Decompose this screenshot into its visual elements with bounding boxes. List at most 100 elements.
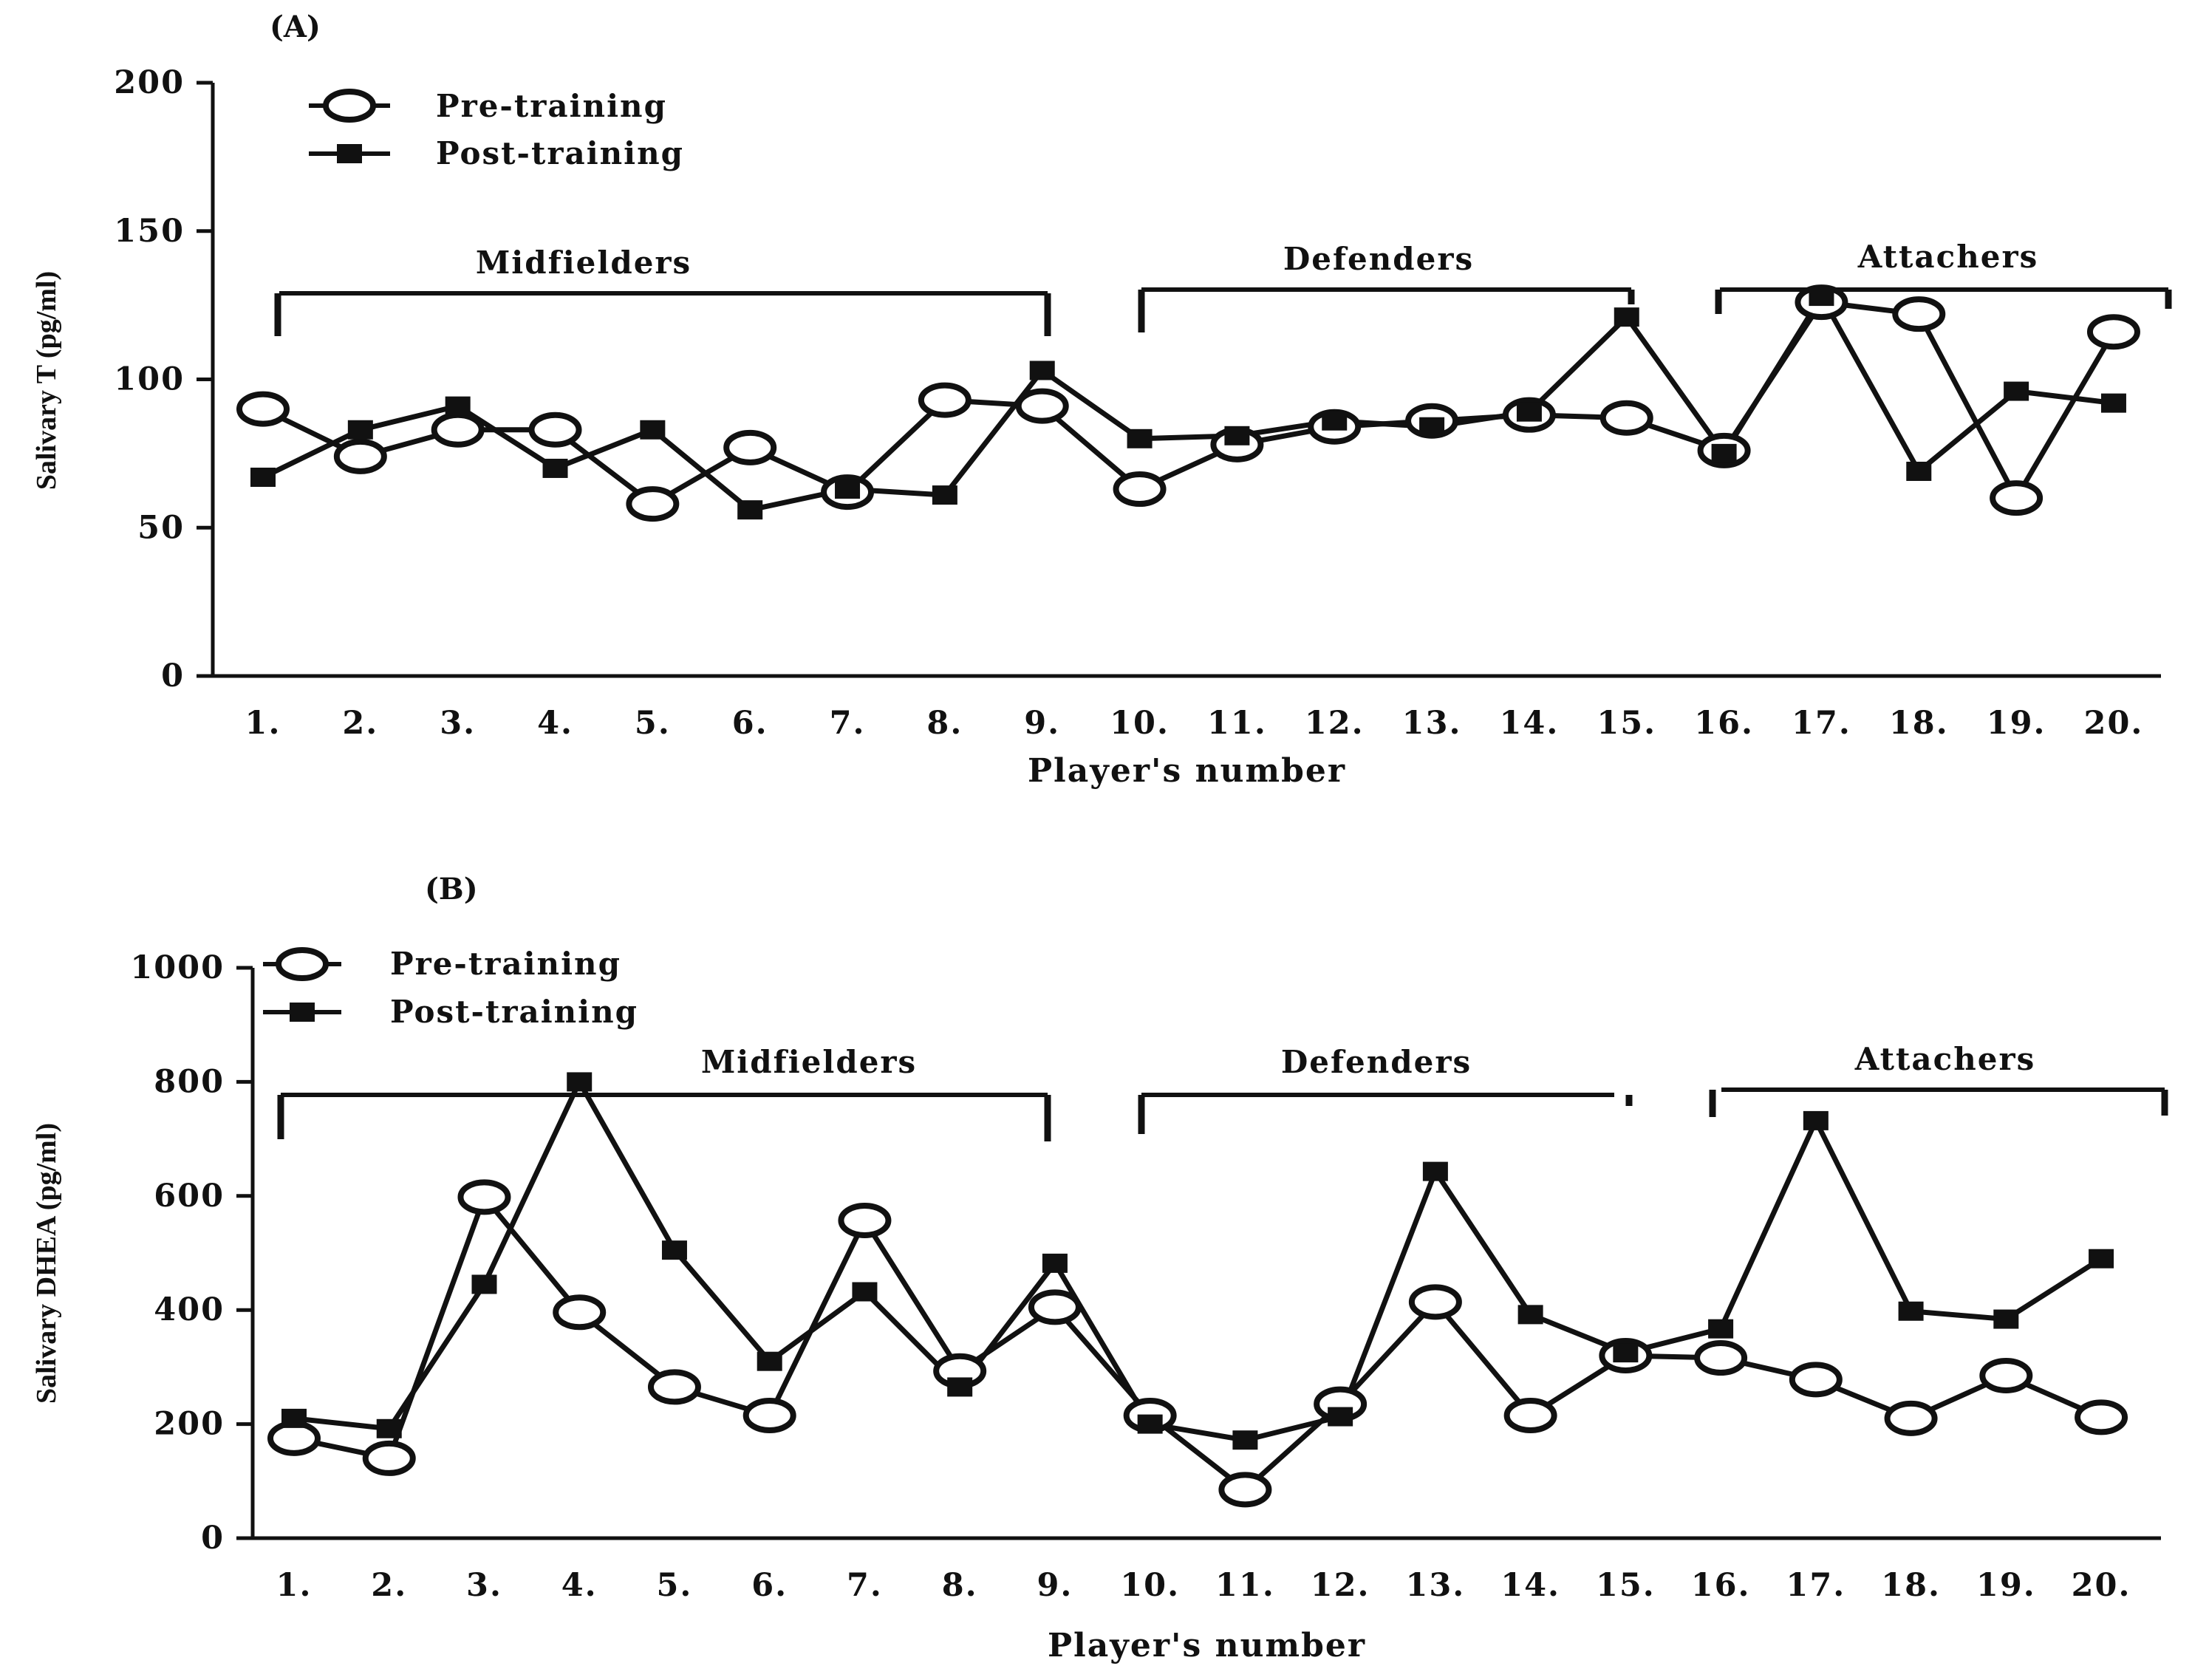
x-tick-label: 16.: [1694, 705, 1754, 742]
data-point-post-training: [852, 1282, 878, 1302]
x-tick-label: 7.: [830, 705, 866, 742]
series-line-pre-training: [262, 299, 2116, 507]
data-point-post-training: [1809, 287, 1834, 307]
x-tick-label: 18.: [1881, 1567, 1941, 1604]
series-line-pre-training: [293, 1194, 2103, 1492]
panel-label: (A): [270, 10, 321, 44]
data-point-post-training: [1422, 1161, 1448, 1181]
data-point-post-training: [1232, 1430, 1258, 1450]
data-point-post-training: [1224, 426, 1250, 445]
data-point-post-training: [661, 1240, 687, 1260]
x-tick-label: 9.: [1024, 705, 1060, 742]
chart-panel-a: (A) 0 50 100 150 200 1. 2. 3. 4. 5. 6. 7. 8. 9. 10. 11. 1…: [31, 10, 2172, 790]
y-axis-title: Salivary T (pg/ml): [31, 271, 62, 490]
x-tick-label: 4.: [537, 705, 573, 742]
y-tick-label: 0: [201, 1520, 225, 1557]
data-point-post-training: [2100, 393, 2126, 413]
x-tick-label: 16.: [1691, 1567, 1751, 1604]
series-line-post-training: [262, 293, 2114, 513]
data-point-post-training: [1419, 417, 1445, 437]
data-point-pre-training: [431, 412, 485, 448]
x-tick-label: 13.: [1405, 1567, 1465, 1604]
x-tick-label: 4.: [561, 1567, 598, 1604]
x-tick-label: 13.: [1402, 705, 1462, 742]
data-point-post-training: [835, 479, 861, 499]
data-point-post-training: [1613, 1343, 1639, 1363]
legend-marker-pre-training: [276, 947, 329, 981]
legend-label-post-training: Post-training: [436, 135, 684, 171]
data-point-pre-training: [918, 382, 972, 418]
data-point-pre-training: [1599, 400, 1653, 436]
data-point-post-training: [2004, 381, 2029, 401]
data-point-post-training: [757, 1351, 782, 1371]
data-point-pre-training: [1218, 1472, 1272, 1508]
data-point-pre-training: [1015, 388, 1069, 424]
group-label: Defenders: [1281, 1044, 1472, 1080]
data-point-pre-training: [362, 1440, 416, 1476]
x-axis-title: Player's number: [1048, 1627, 1366, 1664]
data-point-pre-training: [1990, 480, 2044, 516]
x-tick-label: 5.: [635, 705, 671, 742]
data-point-post-training: [640, 420, 666, 440]
data-point-post-training: [347, 420, 373, 440]
x-tick-label: 3.: [440, 705, 476, 742]
data-point-post-training: [1029, 361, 1055, 380]
x-tick-label: 10.: [1110, 705, 1170, 742]
legend-label-pre-training: Pre-training: [436, 88, 667, 124]
data-point-post-training: [281, 1408, 307, 1428]
data-point-pre-training: [1113, 471, 1167, 508]
data-point-post-training: [1708, 1319, 1734, 1339]
data-point-pre-training: [2086, 314, 2140, 350]
x-tick-label: 17.: [1792, 705, 1851, 742]
data-point-post-training: [1042, 1253, 1068, 1273]
x-tick-label: 12.: [1305, 705, 1365, 742]
x-tick-label: 9.: [1037, 1567, 1073, 1604]
data-point-pre-training: [528, 412, 582, 448]
data-point-post-training: [1328, 1407, 1353, 1427]
group-label: Attachers: [1857, 239, 2038, 275]
panel-label: (B): [425, 872, 478, 906]
x-tick-label: 15.: [1596, 1567, 1656, 1604]
x-tick-label: 6.: [751, 1567, 788, 1604]
data-point-pre-training: [1503, 1398, 1557, 1434]
x-tick-label: 20.: [2084, 705, 2144, 742]
data-point-post-training: [1322, 411, 1348, 431]
x-tick-label: 12.: [1311, 1567, 1370, 1604]
data-point-pre-training: [1789, 1362, 1843, 1398]
y-tick-label: 600: [154, 1178, 225, 1215]
x-tick-label: 2.: [371, 1567, 407, 1604]
data-point-pre-training: [333, 438, 387, 474]
x-tick-label: 3.: [466, 1567, 502, 1604]
data-point-post-training: [932, 485, 957, 505]
data-point-post-training: [567, 1072, 593, 1092]
data-point-post-training: [445, 396, 471, 416]
x-tick-label: 1.: [276, 1567, 313, 1604]
x-tick-label: 8.: [926, 705, 963, 742]
data-point-post-training: [1614, 307, 1639, 327]
data-point-post-training: [1516, 402, 1542, 422]
data-point-post-training: [250, 467, 276, 487]
y-tick-label: 0: [161, 658, 185, 694]
x-tick-label: 5.: [657, 1567, 693, 1604]
data-point-post-training: [1127, 428, 1153, 448]
data-point-post-training: [1898, 1301, 1924, 1321]
chart-panel-b: (B) 0 200 400 600 800 1000 1. 2. 3. 4. 5. 6. 7. 8. 9. 10…: [31, 872, 2168, 1664]
x-tick-label: 10.: [1120, 1567, 1180, 1604]
x-tick-label: 11.: [1215, 1567, 1275, 1604]
x-tick-label: 8.: [942, 1567, 978, 1604]
data-point-pre-training: [626, 486, 680, 522]
data-point-pre-training: [838, 1202, 892, 1238]
x-tick-label: 17.: [1786, 1567, 1846, 1604]
data-point-pre-training: [236, 391, 290, 427]
legend-marker-pre-training: [323, 89, 376, 123]
legend-marker-post-training: [290, 1003, 315, 1022]
data-point-pre-training: [723, 429, 777, 465]
y-tick-label: 50: [137, 509, 185, 546]
data-point-pre-training: [1979, 1357, 2033, 1393]
data-point-post-training: [376, 1418, 402, 1438]
legend-marker-post-training: [337, 144, 362, 163]
data-point-post-training: [1137, 1414, 1163, 1434]
data-point-pre-training: [1408, 1284, 1462, 1320]
